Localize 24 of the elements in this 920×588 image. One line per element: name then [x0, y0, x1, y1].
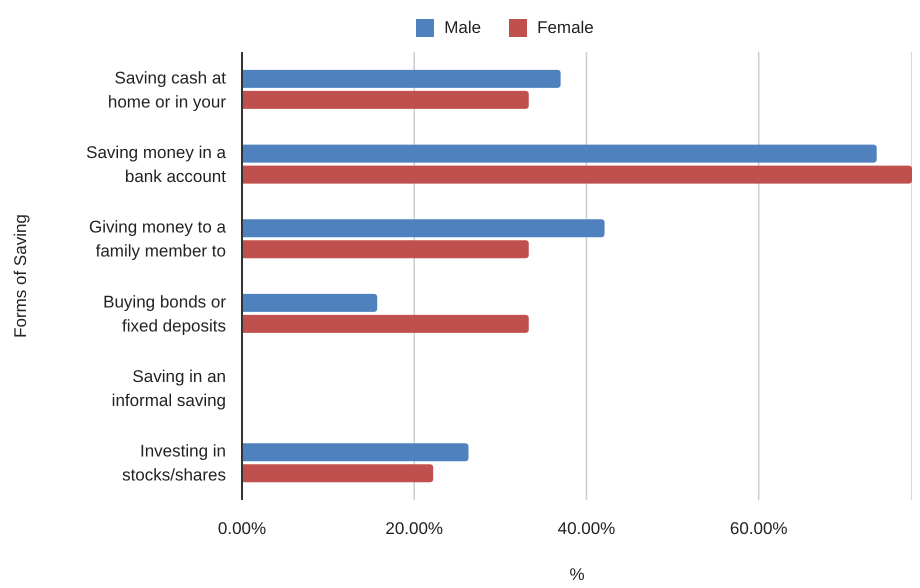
- x-tick-label: 0.00%: [218, 519, 266, 538]
- bar: [242, 70, 561, 88]
- bar: [242, 240, 529, 258]
- x-axis-title: %: [569, 565, 585, 584]
- bar: [242, 443, 468, 462]
- y-tick-label: Saving money in a bank account: [86, 142, 227, 186]
- legend-label: Female: [536, 18, 594, 38]
- bar: [242, 464, 434, 482]
- y-tick-label: Saving cash at home or in your: [108, 68, 226, 111]
- bar: [242, 166, 912, 184]
- y-tick-label: Giving money to a family member to: [88, 217, 227, 260]
- x-tick-label: 20.00%: [385, 519, 444, 538]
- x-tick-label: 40.00%: [558, 519, 616, 538]
- bar: [242, 90, 529, 109]
- legend-label: Male: [443, 18, 482, 38]
- bar: [242, 294, 378, 312]
- bar: [242, 314, 529, 333]
- bar: [242, 144, 877, 163]
- y-tick-label: Investing in stocks/shares: [122, 441, 226, 484]
- x-tick-label: 60.00%: [730, 519, 788, 538]
- y-axis-title: Forms of Saving: [11, 214, 30, 338]
- y-tick-label: Buying bonds or fixed deposits: [103, 292, 226, 335]
- bar: [242, 219, 605, 238]
- y-tick-label: Saving in an informal saving: [112, 366, 226, 410]
